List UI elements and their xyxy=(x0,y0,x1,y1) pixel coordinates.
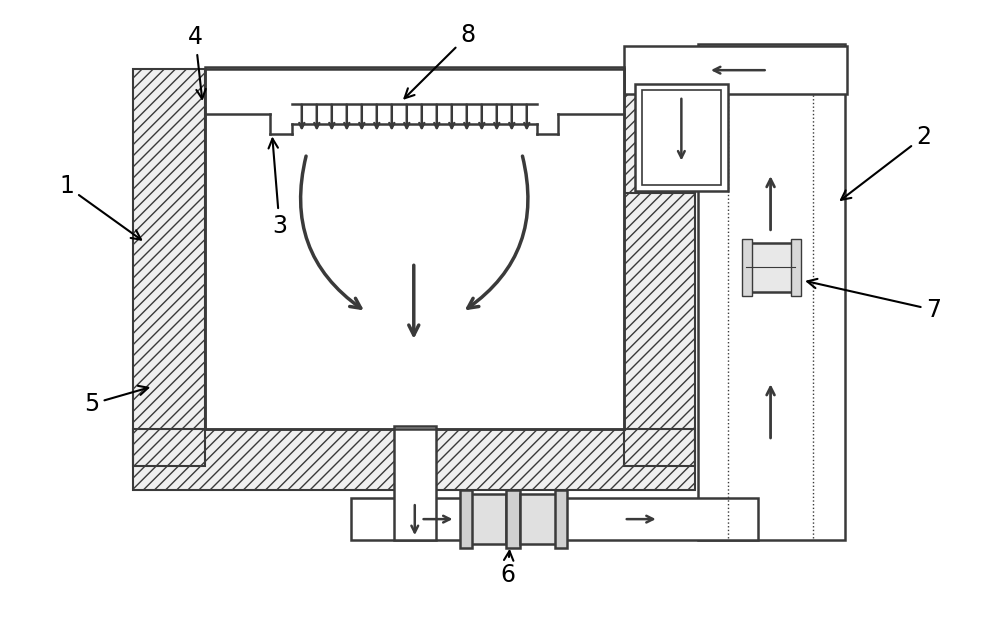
Bar xyxy=(205,67,624,429)
Bar xyxy=(635,84,728,191)
Bar xyxy=(555,490,567,548)
Bar xyxy=(520,494,557,544)
Bar xyxy=(791,239,801,296)
Text: 4: 4 xyxy=(188,26,206,99)
Bar xyxy=(133,429,695,490)
Bar xyxy=(624,69,695,193)
Bar xyxy=(624,69,695,193)
Bar xyxy=(133,69,205,466)
Bar xyxy=(742,239,752,296)
Bar xyxy=(133,69,205,466)
Bar xyxy=(133,429,695,490)
Bar xyxy=(351,498,758,540)
Bar xyxy=(624,69,695,466)
Text: 2: 2 xyxy=(841,124,931,200)
Text: 1: 1 xyxy=(59,174,141,239)
Text: 7: 7 xyxy=(807,279,941,322)
Bar xyxy=(698,44,845,540)
Bar xyxy=(506,490,520,548)
Text: 6: 6 xyxy=(500,551,515,587)
Text: 8: 8 xyxy=(405,24,475,98)
Bar xyxy=(746,243,795,292)
Bar xyxy=(460,490,472,548)
Bar xyxy=(642,90,721,185)
Bar xyxy=(642,90,721,185)
Bar xyxy=(624,69,695,466)
Bar xyxy=(624,47,847,94)
Bar xyxy=(468,494,506,544)
Bar xyxy=(394,426,436,540)
Text: 5: 5 xyxy=(84,386,148,416)
Text: 3: 3 xyxy=(269,139,287,238)
